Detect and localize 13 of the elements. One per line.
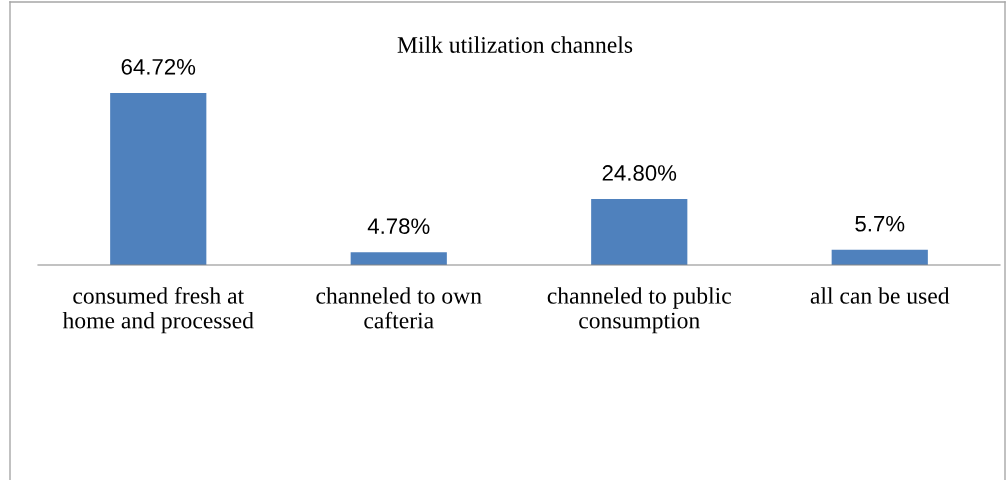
bar — [110, 93, 207, 265]
x-tick-label: consumed fresh at home and processed — [62, 286, 254, 334]
data-label: 5.7% — [855, 215, 905, 232]
data-label: 64.72% — [121, 58, 196, 75]
bar — [350, 252, 447, 265]
x-tick-label: channeled to public consumption — [547, 287, 731, 334]
x-tick-label: all can be used — [810, 287, 950, 304]
data-label: 24.80% — [602, 165, 677, 181]
data-label: 4.78% — [367, 218, 430, 235]
x-tick-label: channeled to own cafteria — [316, 287, 482, 329]
bar — [591, 199, 688, 265]
chart-title: Milk utilization channels — [397, 36, 633, 53]
bar — [831, 249, 928, 265]
